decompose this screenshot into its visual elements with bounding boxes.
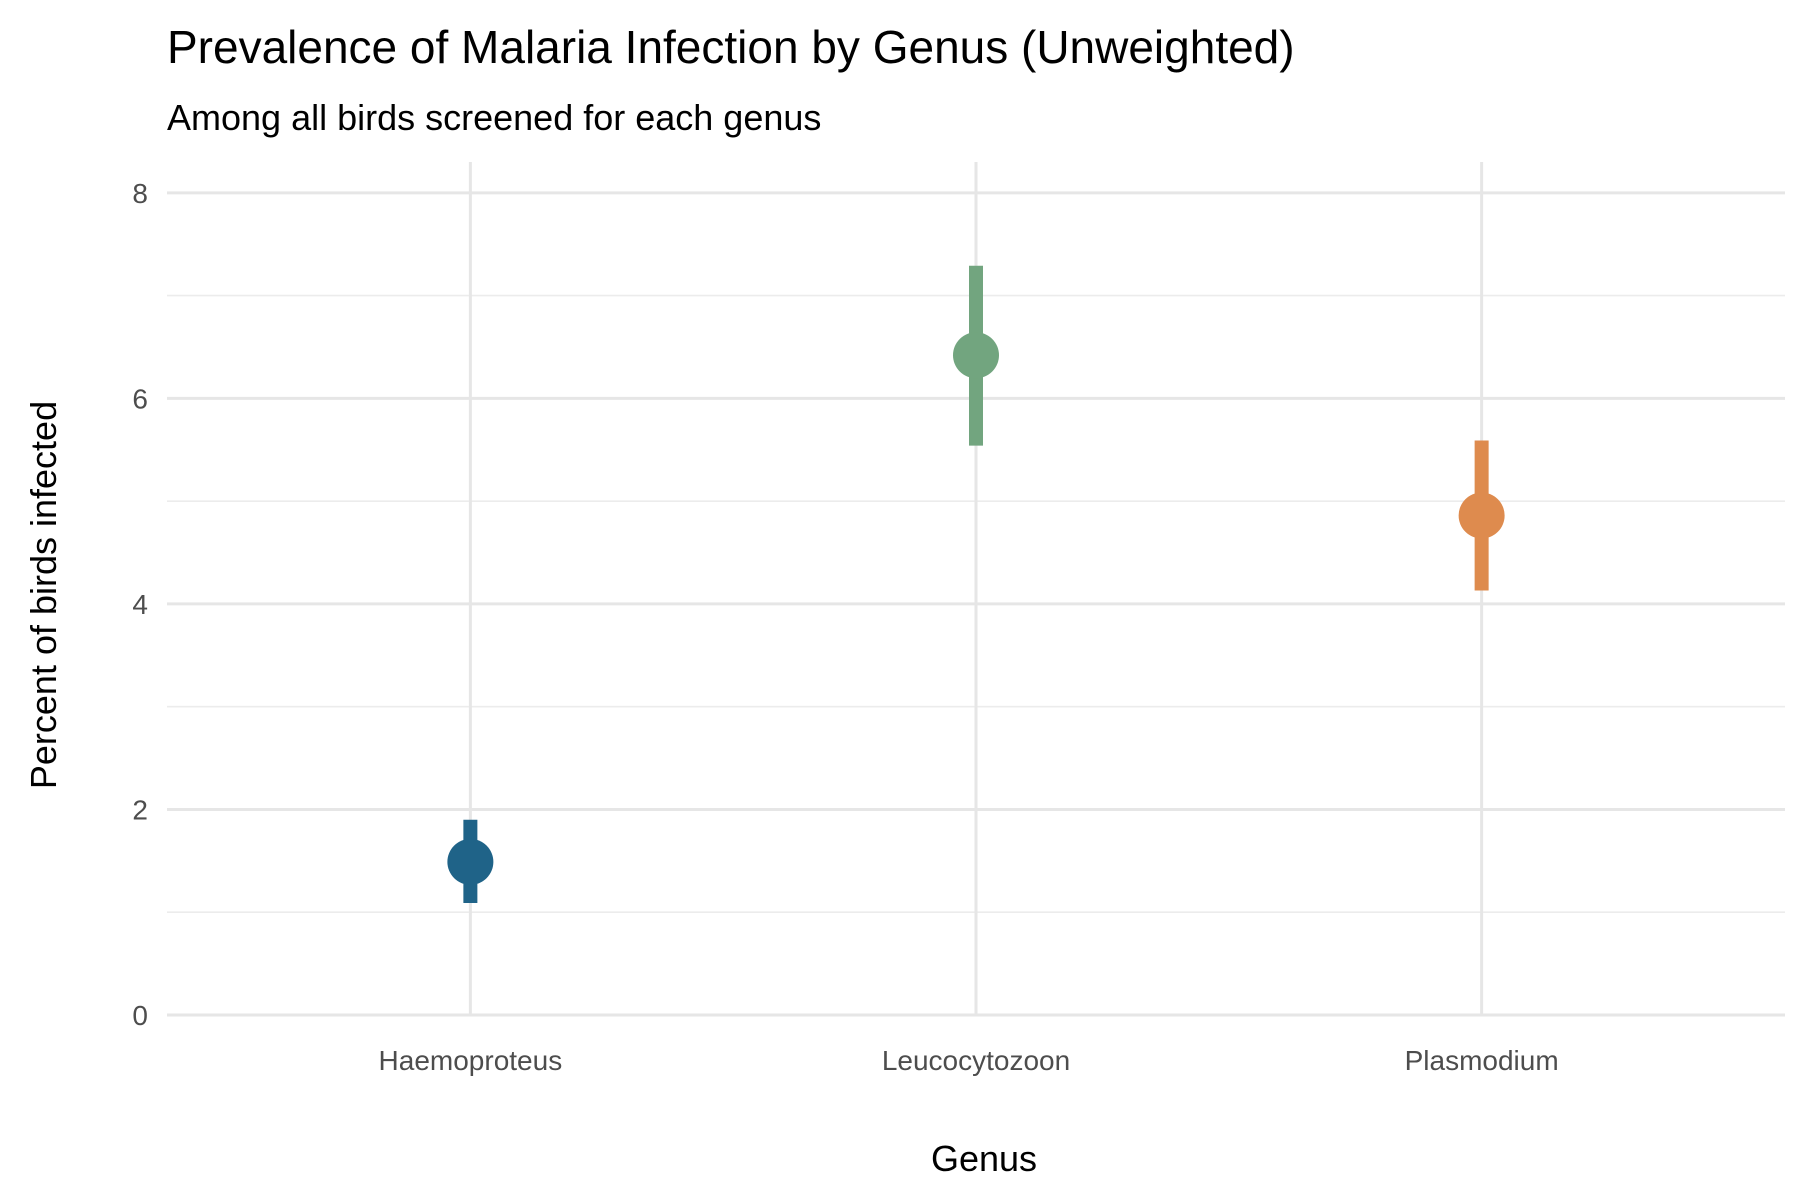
chart-title: Prevalence of Malaria Infection by Genus… [167,21,1295,73]
x-tick-label: Haemoproteus [379,1045,563,1076]
y-tick-label: 8 [132,178,148,209]
y-axis-ticks: 0 2 4 6 8 [132,178,148,1031]
x-axis-title: Genus [931,1138,1037,1179]
data-marks [447,265,1505,903]
y-tick-label: 2 [132,794,148,825]
data-point [1458,492,1505,539]
x-axis-ticks: Haemoproteus Leucocytozoon Plasmodium [379,1045,1559,1076]
data-point [953,332,999,379]
y-axis-title: Percent of birds infected [23,401,64,789]
x-tick-label: Plasmodium [1405,1045,1559,1076]
x-tick-label: Leucocytozoon [882,1045,1070,1076]
y-tick-label: 6 [132,383,148,414]
y-tick-label: 0 [132,1000,148,1031]
data-point [447,838,494,885]
chart-subtitle: Among all birds screened for each genus [167,97,821,138]
y-tick-label: 4 [132,589,148,620]
